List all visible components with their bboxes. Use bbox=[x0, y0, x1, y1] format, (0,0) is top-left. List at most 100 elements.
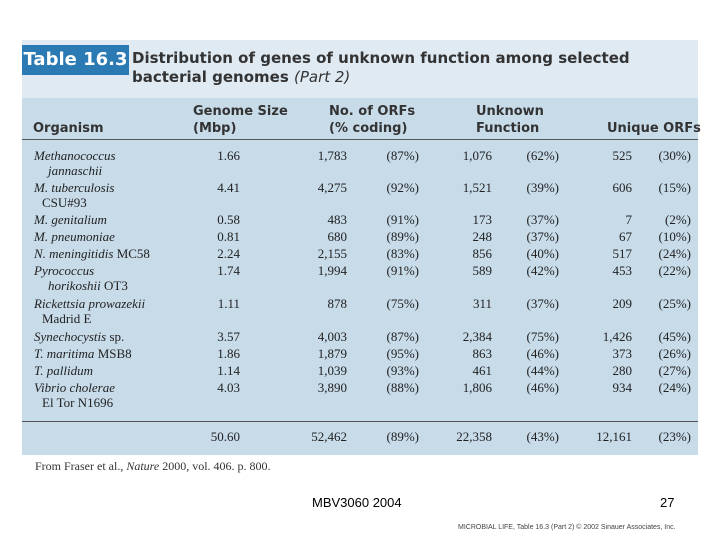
organism-name: Rickettsia prowazekii bbox=[34, 296, 145, 311]
cell-unk-pct: (40%) bbox=[526, 246, 560, 261]
organism-name: Synechocystis sp. bbox=[34, 329, 124, 344]
organism-name-italic: Pyrococcus bbox=[34, 263, 95, 278]
organism-name-line2: CSU#93 bbox=[42, 195, 87, 210]
cell-orfs: 1,039 bbox=[317, 363, 347, 378]
organism-name-continued: horikoshii bbox=[48, 278, 101, 293]
organism-name: Vibrio cholerae bbox=[34, 380, 115, 395]
cell-size: 1.14 bbox=[217, 363, 240, 378]
organism-name-line2: horikoshii OT3 bbox=[48, 278, 128, 293]
cell-uniq: 7 bbox=[625, 212, 633, 227]
header-organism: Organism bbox=[33, 121, 104, 136]
cell-unk-pct: (75%) bbox=[526, 329, 560, 344]
organism-strain: OT3 bbox=[103, 278, 128, 293]
cell-coding: (75%) bbox=[386, 296, 420, 311]
header-orfs-coding: (% coding) bbox=[329, 121, 408, 136]
cell-unk: 461 bbox=[472, 363, 493, 378]
cell-unk: 2,384 bbox=[462, 329, 492, 344]
cell-unk: 311 bbox=[472, 296, 492, 311]
organism-name-italic: T. maritima bbox=[34, 346, 95, 361]
cell-uniq-pct: (24%) bbox=[658, 246, 692, 261]
cell-unk: 1,076 bbox=[462, 148, 492, 163]
organism-name-italic: N. meningitidis bbox=[34, 246, 114, 261]
cell-size: 4.41 bbox=[217, 180, 240, 195]
cell-uniq: 517 bbox=[612, 246, 633, 261]
footer-course: MBV3060 2004 bbox=[312, 495, 402, 510]
cell-unk-pct: (46%) bbox=[526, 346, 560, 361]
organism-name-continued: jannaschii bbox=[48, 163, 103, 178]
organism-strain: MSB8 bbox=[97, 346, 132, 361]
cell-coding: (91%) bbox=[386, 212, 420, 227]
table-title-part: (Part 2) bbox=[293, 68, 351, 86]
credit-post: 2000, vol. 406. p. 800. bbox=[162, 459, 271, 473]
cell-coding: (87%) bbox=[386, 148, 420, 163]
total-orfs: 52,462 bbox=[311, 429, 347, 444]
cell-size: 4.03 bbox=[217, 380, 240, 395]
cell-unk: 589 bbox=[472, 263, 493, 278]
cell-size: 2.24 bbox=[217, 246, 240, 261]
cell-orfs: 1,879 bbox=[317, 346, 347, 361]
cell-coding: (83%) bbox=[386, 246, 420, 261]
cell-uniq-pct: (26%) bbox=[658, 346, 692, 361]
cell-unk-pct: (39%) bbox=[526, 180, 560, 195]
organism-name-italic: M. tuberculosis bbox=[34, 180, 115, 195]
organism-name-line2: Madrid E bbox=[42, 311, 91, 326]
cell-uniq-pct: (45%) bbox=[658, 329, 692, 344]
organism-name-italic: Rickettsia prowazekii bbox=[34, 296, 146, 311]
cell-unk-pct: (62%) bbox=[526, 148, 560, 163]
cell-coding: (91%) bbox=[386, 263, 420, 278]
cell-uniq-pct: (10%) bbox=[658, 229, 692, 244]
header-unique-orfs: Unique ORFs bbox=[607, 121, 701, 136]
cell-size: 1.74 bbox=[217, 263, 240, 278]
table-number-tag: Table 16.3 bbox=[22, 45, 129, 75]
organism-name-italic: M. genitalium bbox=[34, 212, 107, 227]
cell-unk: 1,521 bbox=[462, 180, 492, 195]
cell-uniq-pct: (25%) bbox=[658, 296, 692, 311]
cell-size: 3.57 bbox=[217, 329, 240, 344]
cell-size: 0.81 bbox=[217, 229, 240, 244]
cell-uniq-pct: (24%) bbox=[658, 380, 692, 395]
cell-orfs: 2,155 bbox=[317, 246, 347, 261]
header-orfs: No. of ORFs bbox=[329, 104, 416, 119]
organism-name-continued: El Tor N1696 bbox=[42, 395, 114, 410]
cell-orfs: 1,783 bbox=[317, 148, 347, 163]
organism-name-italic: Synechocystis bbox=[34, 329, 107, 344]
cell-orfs: 3,890 bbox=[317, 380, 347, 395]
cell-coding: (89%) bbox=[386, 229, 420, 244]
cell-uniq-pct: (2%) bbox=[665, 212, 691, 227]
cell-orfs: 1,994 bbox=[317, 263, 347, 278]
cell-unk: 173 bbox=[472, 212, 493, 227]
cell-orfs: 483 bbox=[327, 212, 348, 227]
organism-strain: MC58 bbox=[116, 246, 150, 261]
table-panel: Table 16.3 Distribution of genes of unkn… bbox=[22, 40, 701, 455]
total-size: 50.60 bbox=[210, 429, 240, 444]
cell-unk-pct: (37%) bbox=[526, 212, 560, 227]
cell-uniq: 280 bbox=[612, 363, 633, 378]
total-unk-pct: (43%) bbox=[526, 429, 560, 444]
cell-uniq: 209 bbox=[612, 296, 633, 311]
cell-size: 1.11 bbox=[217, 296, 240, 311]
cell-unk: 863 bbox=[472, 346, 493, 361]
table-title-line2: bacterial genomes (Part 2) bbox=[132, 68, 350, 87]
cell-uniq: 373 bbox=[612, 346, 633, 361]
header-unknown: Unknown bbox=[476, 104, 544, 119]
cell-uniq: 453 bbox=[612, 263, 633, 278]
credit-pre: From Fraser et al., bbox=[35, 459, 124, 473]
footer-page-number: 27 bbox=[660, 495, 675, 510]
cell-unk: 1,806 bbox=[462, 380, 492, 395]
cell-coding: (92%) bbox=[386, 180, 420, 195]
organism-strain: sp. bbox=[109, 329, 125, 344]
cell-uniq-pct: (15%) bbox=[658, 180, 692, 195]
table-title-line2-text: bacterial genomes bbox=[132, 68, 289, 86]
cell-unk: 248 bbox=[472, 229, 493, 244]
total-coding: (89%) bbox=[386, 429, 420, 444]
cell-size: 1.66 bbox=[217, 148, 240, 163]
organism-name: Methanococcus bbox=[34, 148, 116, 163]
organism-name: N. meningitidis MC58 bbox=[34, 246, 150, 261]
cell-size: 1.86 bbox=[217, 346, 240, 361]
cell-orfs: 4,003 bbox=[317, 329, 347, 344]
organism-name: M. tuberculosis bbox=[34, 180, 114, 195]
credit-journal: Nature bbox=[126, 459, 160, 473]
organism-name: T. maritima MSB8 bbox=[34, 346, 132, 361]
cell-unk-pct: (44%) bbox=[526, 363, 560, 378]
header-genome-size: Genome Size bbox=[193, 104, 288, 119]
